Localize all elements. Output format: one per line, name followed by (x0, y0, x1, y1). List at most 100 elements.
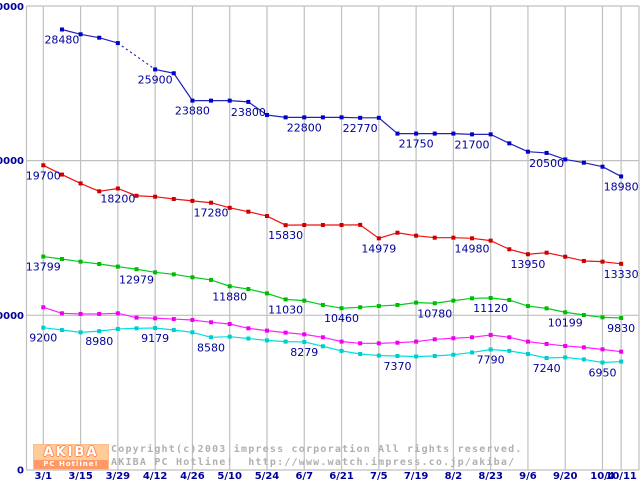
data-point-marker-series-green (377, 304, 381, 308)
data-point-label-series-green: 10199 (548, 316, 583, 329)
series-line-series-green (491, 298, 510, 300)
data-point-marker-series-magenta (302, 332, 306, 336)
data-point-marker-series-green (135, 267, 139, 271)
series-line-series-green (453, 298, 472, 300)
series-line-series-red (137, 196, 156, 197)
data-point-marker-series-blue (526, 150, 530, 154)
series-line-series-green (81, 262, 100, 264)
data-point-marker-series-green (41, 255, 45, 259)
data-point-marker-series-red (563, 255, 567, 259)
series-line-series-red (248, 212, 267, 216)
series-line-series-green (155, 272, 174, 274)
data-point-marker-series-cyan (302, 340, 306, 344)
data-point-marker-series-blue (451, 132, 455, 136)
data-point-label-series-red: 19700 (26, 169, 61, 182)
data-point-marker-series-cyan (265, 338, 269, 342)
data-point-marker-series-green (79, 260, 83, 264)
data-point-marker-series-blue (60, 27, 64, 31)
data-point-marker-series-blue (395, 132, 399, 136)
data-point-label-series-blue: 22800 (287, 121, 322, 134)
series-line-series-magenta (248, 328, 267, 330)
series-line-series-cyan (360, 354, 379, 356)
data-point-marker-series-blue (209, 99, 213, 103)
data-point-marker-series-red (284, 223, 288, 227)
data-point-marker-series-magenta (60, 311, 64, 315)
data-point-marker-series-magenta (228, 322, 232, 326)
data-point-marker-series-blue (489, 132, 493, 136)
data-point-marker-series-cyan (284, 340, 288, 344)
data-point-marker-series-blue (619, 174, 623, 178)
data-point-marker-series-red (414, 234, 418, 238)
series-line-series-magenta (435, 338, 454, 339)
series-line-series-red (397, 233, 416, 236)
series-line-series-blue (81, 34, 100, 37)
series-line-series-green (416, 303, 435, 304)
series-line-series-red (155, 197, 174, 199)
series-line-series-cyan (472, 350, 491, 353)
data-point-marker-series-cyan (116, 327, 120, 331)
data-point-marker-series-green (228, 284, 232, 288)
x-axis-label: 4/26 (180, 471, 205, 480)
data-point-marker-series-red (545, 251, 549, 255)
data-point-marker-series-red (601, 260, 605, 264)
data-point-marker-series-red (395, 231, 399, 235)
data-point-marker-series-magenta (563, 344, 567, 348)
series-line-series-cyan (603, 362, 622, 363)
data-point-label-series-green: 10460 (324, 312, 359, 325)
series-line-series-red (267, 216, 286, 225)
data-point-marker-series-magenta (470, 335, 474, 339)
data-point-label-series-green: 13799 (26, 261, 61, 274)
series-line-series-blue (267, 115, 286, 117)
data-point-marker-series-magenta (507, 335, 511, 339)
data-point-label-series-cyan: 7790 (477, 354, 505, 367)
data-point-marker-series-magenta (619, 350, 623, 354)
data-point-marker-series-magenta (153, 316, 157, 320)
data-point-marker-series-green (414, 301, 418, 305)
data-point-marker-series-cyan (563, 355, 567, 359)
series-line-series-red (192, 201, 211, 203)
copyright-text: Copyright(c)2003 impress corporation All… (111, 444, 523, 455)
series-line-series-green (174, 274, 193, 277)
data-point-label-series-blue: 22770 (343, 122, 378, 135)
data-point-marker-series-red (619, 262, 623, 266)
data-point-marker-series-magenta (135, 316, 139, 320)
data-point-label-series-red: 18200 (100, 193, 135, 206)
data-point-marker-series-green (433, 301, 437, 305)
data-point-marker-series-cyan (172, 328, 176, 332)
data-point-marker-series-cyan (414, 354, 418, 358)
data-point-marker-series-red (507, 247, 511, 251)
data-point-marker-series-red (470, 236, 474, 240)
x-axis-label: 4/12 (143, 471, 168, 480)
series-line-series-blue (453, 134, 472, 135)
series-line-series-magenta (565, 346, 584, 347)
data-point-marker-series-blue (153, 67, 157, 71)
x-axis-label: 9/6 (519, 471, 537, 480)
data-point-label-series-cyan: 8980 (85, 335, 113, 348)
series-line-series-red (416, 236, 435, 238)
data-point-marker-series-red (79, 181, 83, 185)
data-point-marker-series-cyan (321, 344, 325, 348)
data-point-marker-series-cyan (228, 335, 232, 339)
data-point-marker-series-magenta (545, 342, 549, 346)
series-line-series-green (379, 305, 398, 306)
data-point-marker-series-green (97, 262, 101, 266)
series-line-series-blue (584, 163, 603, 167)
data-point-marker-series-cyan (135, 326, 139, 330)
series-line-series-cyan (453, 352, 472, 354)
series-line-series-cyan (118, 328, 137, 329)
x-axis-label: 3/1 (35, 471, 53, 480)
data-point-marker-series-red (153, 195, 157, 199)
data-point-marker-series-green (284, 297, 288, 301)
series-line-series-green (211, 280, 230, 286)
series-line-series-green (230, 286, 249, 289)
data-point-marker-series-magenta (526, 340, 530, 344)
series-line-series-green (509, 300, 528, 306)
series-line-series-green (397, 303, 416, 305)
data-point-marker-series-cyan (582, 357, 586, 361)
series-line-series-green (547, 308, 566, 312)
data-point-marker-series-cyan (60, 328, 64, 332)
series-line-series-green (304, 301, 323, 305)
data-point-marker-series-blue (302, 115, 306, 119)
series-line-series-green (342, 307, 361, 308)
